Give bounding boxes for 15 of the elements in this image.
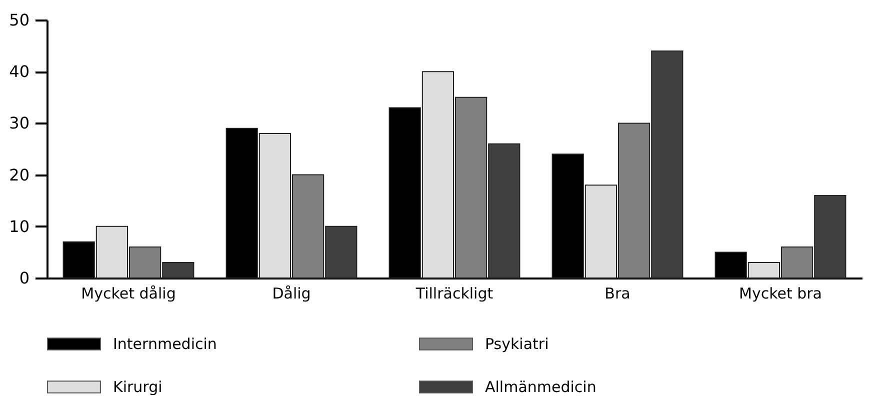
y-tick-label: 10: [9, 216, 30, 236]
legend-label: Internmedicin: [113, 335, 217, 353]
legend-label: Kirurgi: [113, 378, 162, 396]
x-tick-label: Mycket dålig: [81, 284, 176, 302]
y-tick-label: 30: [9, 114, 30, 133]
x-tick-label: Mycket bra: [739, 284, 822, 302]
x-tick-label: Bra: [604, 284, 630, 302]
x-tick-label: Dålig: [272, 284, 311, 302]
y-tick-label: 40: [9, 62, 30, 82]
legend-label: Psykiatri: [485, 335, 549, 353]
legend-label: Allmänmedicin: [485, 378, 596, 396]
y-tick-label: 20: [9, 165, 30, 184]
x-tick-label: Tillräckligt: [414, 284, 494, 302]
y-tick-label: 50: [9, 10, 30, 30]
y-tick-label: 0: [19, 268, 30, 288]
